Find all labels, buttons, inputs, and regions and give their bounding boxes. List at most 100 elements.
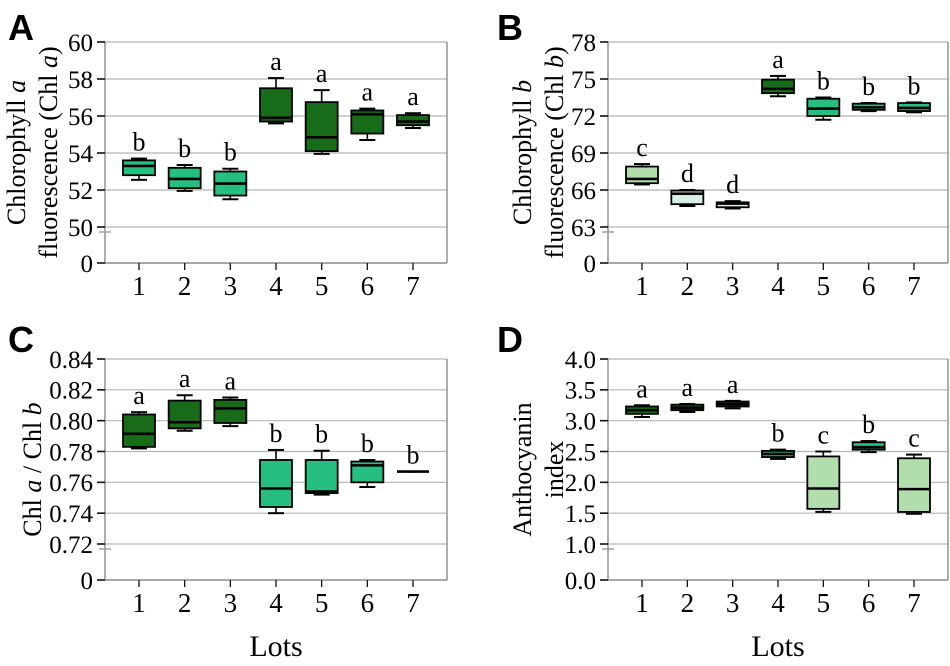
sig-letter-lot-6: b <box>862 410 875 439</box>
y-axis-label-segment: ) <box>34 46 63 55</box>
x-tick-label-7: 7 <box>406 271 420 301</box>
y-axis-label-line-2: fluorescence (Chl a) <box>34 46 63 258</box>
x-tick-label-3: 3 <box>224 271 238 301</box>
x-tick-label-6: 6 <box>862 588 876 618</box>
box-lot-1 <box>122 159 156 177</box>
box-lot-2 <box>167 399 202 430</box>
x-tick-label-7: 7 <box>907 588 921 618</box>
y-axis-label-segment: Anthocyanin <box>508 402 537 536</box>
x-tick-label-3: 3 <box>224 588 238 618</box>
y-axis-label-italic-segment: b <box>18 402 47 415</box>
sig-letter-lot-2: d <box>681 159 694 188</box>
panel-chl-a-b-ratio: 0.84 0.82 0.80 0.78 0.76 0.74 0.72 0 1 2 3 4 5 6 7 a a a b… <box>0 310 475 666</box>
panel-anthocyanin-index: 4.0 3.5 3.0 2.5 2.0 1.5 1.0 0.0 1 2 3 4 5 6 7 a a a b c b c D A… <box>475 310 950 666</box>
x-tick-label-2: 2 <box>178 588 192 618</box>
y-tick-label: 0.74 <box>49 501 93 528</box>
sig-letter-lot-6: a <box>362 78 374 107</box>
sig-letter-lot-6: b <box>361 429 374 458</box>
sig-letter-lot-4: b <box>270 419 283 448</box>
y-tick-label: 0.72 <box>49 532 93 559</box>
x-tick-label-1: 1 <box>132 271 146 301</box>
sig-letter-lot-7: a <box>407 82 419 111</box>
sig-letter-lot-1: c <box>636 133 648 162</box>
y-tick-label: 0 <box>81 251 94 278</box>
x-tick-label-6: 6 <box>361 271 375 301</box>
sig-letter-lot-6: b <box>862 72 875 101</box>
y-tick-label: 0.80 <box>49 408 93 435</box>
sig-letter-lot-7: c <box>908 424 920 453</box>
box-lot-7 <box>897 457 931 513</box>
y-axis-label-segment: fluorescence (Chl <box>540 68 569 259</box>
panel-chlorophyll-a: 60 58 56 54 52 50 0 1 2 3 4 5 6 7 b b b a a a a A Chlorophyll … <box>0 0 475 310</box>
y-tick-label: 3.5 <box>565 378 596 405</box>
y-tick-label: 1.0 <box>565 532 596 559</box>
sig-letter-lot-3: a <box>727 370 739 399</box>
box-lot-4 <box>259 87 293 123</box>
box-lot-4 <box>761 78 795 95</box>
box-lot-5 <box>304 459 339 495</box>
y-tick-label: 0.84 <box>49 347 93 374</box>
panel-letter-C: C <box>8 319 34 360</box>
panel-letter-A: A <box>8 7 34 48</box>
sig-letter-lot-4: b <box>772 419 785 448</box>
sig-letter-lot-2: a <box>179 364 191 393</box>
y-tick-label: 63 <box>571 215 596 242</box>
box-lot-6 <box>350 109 385 135</box>
box-lot-3 <box>213 398 248 424</box>
x-tick-label-5: 5 <box>817 588 831 618</box>
sig-letter-lot-4: a <box>270 47 282 76</box>
y-axis-label-line-1: Anthocyanin <box>508 402 537 536</box>
sig-letter-lot-1: b <box>133 128 146 157</box>
y-tick-label: 3.0 <box>565 408 596 435</box>
x-tick-label-1: 1 <box>635 588 649 618</box>
x-tick-label-6: 6 <box>361 588 375 618</box>
box-lot-7 <box>396 114 430 127</box>
x-tick-label-5: 5 <box>315 588 329 618</box>
y-axis-label-segment: ) <box>540 46 569 55</box>
sig-letter-lot-3: b <box>224 138 237 167</box>
y-tick-label: 60 <box>68 30 93 57</box>
panel-C-svg: 0.84 0.82 0.80 0.78 0.76 0.74 0.72 0 1 2 3 4 5 6 7 a a a b… <box>8 319 448 663</box>
y-axis-label-line-1: Chlorophyll a <box>2 80 31 225</box>
panel-D-svg: 4.0 3.5 3.0 2.5 2.0 1.5 1.0 0.0 1 2 3 4 5 6 7 a a a b c b c D A… <box>497 319 949 663</box>
y-tick-label: 4.0 <box>565 347 596 374</box>
y-axis-label-italic-segment: a <box>34 55 63 68</box>
sig-letter-lot-2: a <box>682 373 694 402</box>
y-tick-label: 0 <box>81 568 94 595</box>
box-lot-4 <box>259 459 293 508</box>
panel-letter-D: D <box>497 319 523 360</box>
y-axis-label-line-2: index <box>540 441 569 499</box>
x-tick-label-1: 1 <box>635 271 649 301</box>
x-tick-label-1: 1 <box>132 588 146 618</box>
box-lot-6 <box>350 460 385 484</box>
y-tick-label: 2.5 <box>565 439 596 466</box>
y-tick-label: 0.78 <box>49 439 93 466</box>
sig-letter-lot-2: b <box>178 134 191 163</box>
y-axis-label-segment: Chl <box>18 493 47 537</box>
box-lot-1 <box>122 413 156 448</box>
x-tick-label-4: 4 <box>771 588 785 618</box>
y-tick-label: 2.0 <box>565 470 596 497</box>
x-tick-label-4: 4 <box>771 271 785 301</box>
y-axis-label-segment: Chlorophyll <box>508 93 537 225</box>
sig-letter-lot-5: a <box>316 59 328 88</box>
box-lot-1 <box>625 165 659 185</box>
sig-letter-lot-5: b <box>315 420 328 449</box>
y-axis-label-segment: Chlorophyll <box>2 93 31 225</box>
sig-letter-lot-5: c <box>818 421 830 450</box>
sig-letter-lot-7: b <box>908 71 921 100</box>
sig-letter-lot-1: a <box>636 374 648 403</box>
y-axis-label-line-1: Chlorophyll b <box>508 80 537 225</box>
y-axis-label-italic-segment: a <box>2 80 31 93</box>
y-tick-label: 0.82 <box>49 378 93 405</box>
sig-letter-lot-1: a <box>133 381 145 410</box>
x-axis-title: Lots <box>249 630 302 663</box>
sig-letter-lot-3: a <box>225 367 237 396</box>
y-tick-label: 58 <box>68 67 93 94</box>
panel-chlorophyll-b: 78 75 72 69 66 63 0 1 2 3 4 5 6 7 c d d a b b b B Chlorophyll … <box>475 0 950 310</box>
y-axis-label-italic-segment: b <box>540 55 569 68</box>
y-axis-label-segment: fluorescence (Chl <box>34 68 63 259</box>
